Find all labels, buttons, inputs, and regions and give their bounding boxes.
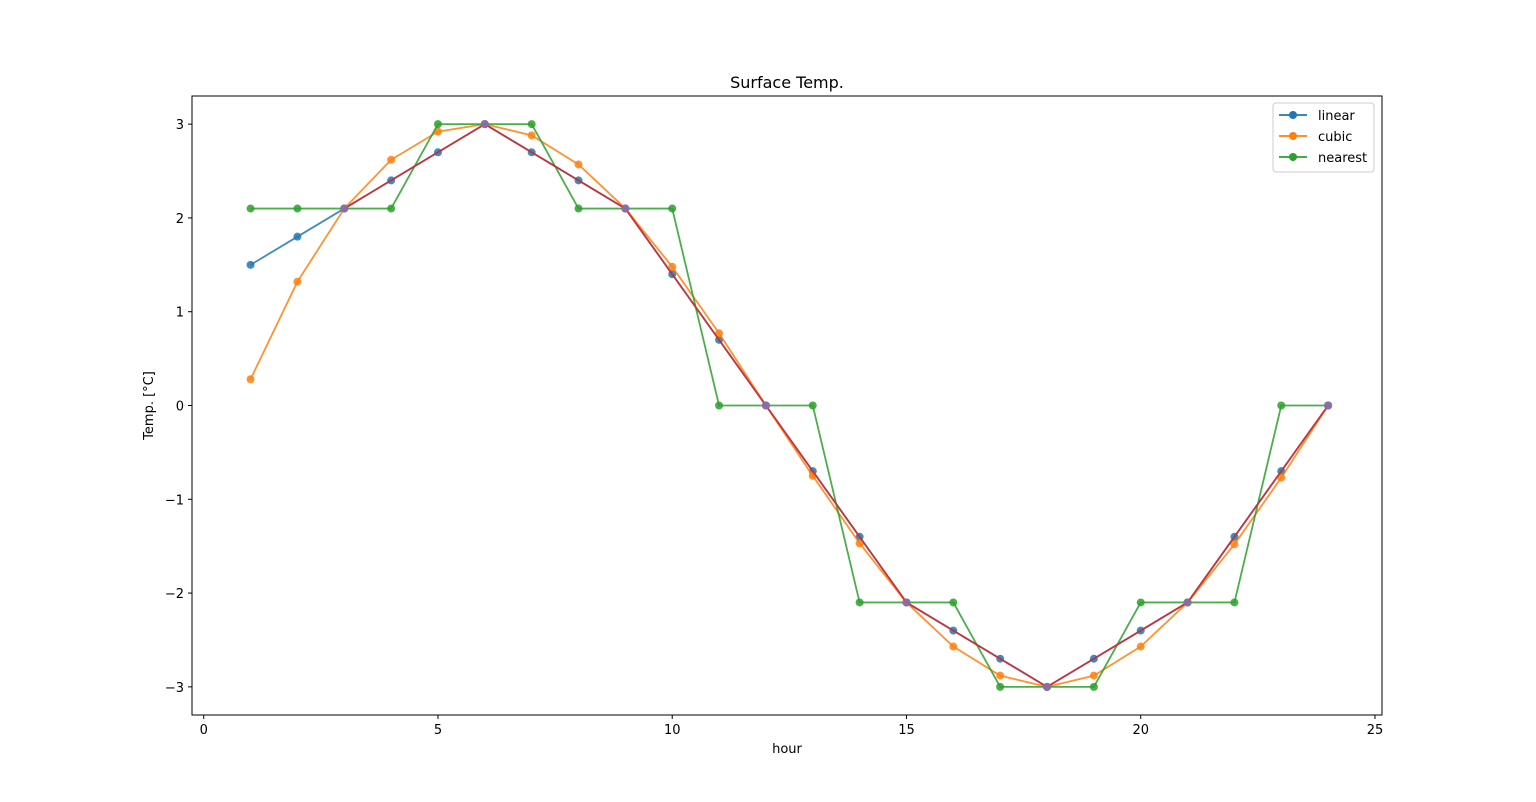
data-point <box>340 204 349 213</box>
data-point <box>480 120 489 129</box>
data-point <box>387 204 396 213</box>
data-point <box>293 277 302 286</box>
data-point <box>433 127 442 136</box>
y-tick-label: −1 <box>165 493 184 508</box>
data-point <box>668 262 677 271</box>
legend-swatch-marker <box>1289 111 1297 119</box>
y-tick-label: 1 <box>176 306 184 321</box>
data-point <box>902 598 911 607</box>
data-point <box>1230 540 1239 549</box>
data-point <box>1277 473 1286 482</box>
series-overlay-4 <box>340 120 1333 691</box>
plot-frame <box>191 95 1383 716</box>
x-tick-label: 10 <box>664 723 681 738</box>
x-tick-label: 5 <box>434 723 442 738</box>
data-point <box>996 682 1005 691</box>
data-point <box>668 204 677 213</box>
series-line <box>250 123 1329 688</box>
data-point <box>1277 401 1286 410</box>
data-point <box>949 642 958 651</box>
y-tick-label: −2 <box>165 587 184 602</box>
data-point <box>1043 682 1052 691</box>
data-point <box>1089 671 1098 680</box>
legend: linear cubic nearest <box>1272 102 1375 173</box>
x-tick-label: 0 <box>200 723 208 738</box>
legend-label: nearest <box>1318 151 1367 166</box>
data-point <box>808 401 817 410</box>
data-point <box>996 671 1005 680</box>
data-point <box>621 204 630 213</box>
y-tick-label: −3 <box>165 681 184 696</box>
data-point <box>574 204 583 213</box>
data-point <box>246 375 255 384</box>
y-tick-label: 3 <box>176 118 184 133</box>
data-point <box>293 232 302 241</box>
y-axis-ticks: −3 −2 −1 0 1 2 3 <box>165 118 192 696</box>
legend-box <box>1272 102 1375 173</box>
y-axis-label: Temp. [°C] <box>142 371 157 441</box>
series-overlay-3 <box>343 123 1329 688</box>
x-tick-label: 25 <box>1367 723 1384 738</box>
data-point <box>949 598 958 607</box>
data-point <box>246 204 255 213</box>
series-line <box>343 123 1329 688</box>
legend-swatch-marker <box>1289 153 1297 161</box>
data-point <box>433 120 442 129</box>
data-point <box>855 539 864 548</box>
data-point <box>1136 598 1145 607</box>
x-tick-label: 20 <box>1132 723 1149 738</box>
data-point <box>761 401 770 410</box>
data-point <box>1183 598 1192 607</box>
chart-title: Surface Temp. <box>730 73 844 92</box>
data-point <box>293 204 302 213</box>
data-point <box>1230 598 1239 607</box>
y-tick-label: 0 <box>176 400 184 415</box>
data-point <box>715 401 724 410</box>
legend-label: cubic <box>1318 130 1352 145</box>
data-point <box>527 120 536 129</box>
legend-label: linear <box>1318 109 1355 124</box>
data-point <box>246 260 255 269</box>
data-point <box>527 131 536 140</box>
data-point <box>715 329 724 338</box>
data-point <box>387 155 396 164</box>
series-line <box>249 123 1329 688</box>
x-axis-ticks: 0 5 10 15 20 25 <box>200 715 1384 738</box>
data-point <box>1136 642 1145 651</box>
x-tick-label: 15 <box>898 723 915 738</box>
x-axis-label: hour <box>772 742 802 757</box>
data-point <box>1324 401 1333 410</box>
y-tick-label: 2 <box>176 212 184 227</box>
series-layer <box>246 120 1333 691</box>
data-point <box>1089 682 1098 691</box>
data-point <box>855 598 864 607</box>
data-point <box>574 160 583 169</box>
legend-swatch-marker <box>1289 132 1297 140</box>
